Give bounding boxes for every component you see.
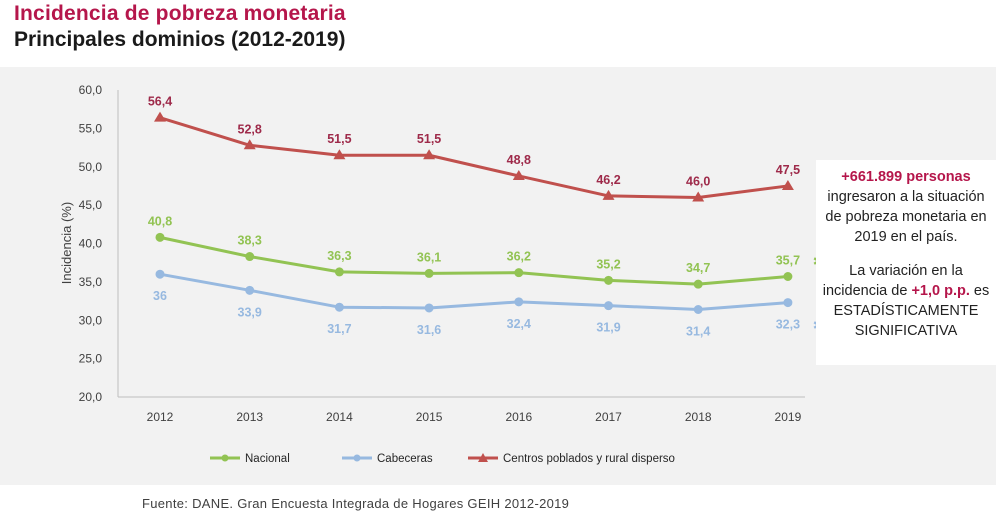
data-point-marker: [245, 285, 255, 295]
data-label: 36: [153, 289, 167, 303]
data-label: 51,5: [417, 132, 441, 146]
data-label: 48,8: [507, 153, 531, 167]
x-tick-label: 2013: [236, 410, 263, 424]
data-label: 35,2: [596, 257, 620, 271]
data-label: 36,3: [327, 249, 351, 263]
chart-subtitle: Principales dominios (2012-2019): [14, 28, 346, 51]
x-tick-label: 2015: [416, 410, 443, 424]
data-point-marker: [243, 139, 256, 150]
data-label: 56,4: [148, 95, 172, 109]
data-point-marker: [692, 191, 705, 202]
y-axis-title: Incidencia (%): [59, 202, 74, 284]
x-tick-label: 2016: [505, 410, 532, 424]
y-tick-label: 25,0: [79, 352, 103, 366]
data-point-marker: [245, 252, 255, 262]
data-label: 33,9: [238, 305, 262, 319]
data-label: 31,9: [596, 321, 620, 335]
y-tick-label: 30,0: [79, 313, 103, 327]
data-label: 36,2: [507, 250, 531, 264]
data-label: 34,7: [686, 261, 710, 275]
data-point-marker: [424, 268, 434, 278]
data-point-marker: [512, 169, 525, 180]
data-label: 52,8: [238, 122, 262, 136]
series-line-1: [159, 272, 789, 312]
data-label: 31,7: [327, 322, 351, 336]
data-point-marker: [602, 189, 615, 200]
legend-marker: [478, 453, 488, 462]
data-label: 51,5: [327, 132, 351, 146]
data-label: 38,3: [238, 234, 262, 248]
y-tick-label: 45,0: [79, 198, 103, 212]
y-tick-label: 50,0: [79, 160, 103, 174]
legend-label: Cabeceras: [377, 453, 433, 465]
note-paragraph-1: +661.899 personas ingresaron a la situac…: [822, 167, 990, 247]
note-people-text: ingresaron a la situación de pobreza mon…: [825, 189, 987, 245]
source-note: Fuente: DANE. Gran Encuesta Integrada de…: [142, 496, 570, 511]
data-point-marker: [693, 279, 703, 289]
data-point-marker: [514, 297, 524, 307]
x-tick-label: 2012: [147, 410, 174, 424]
legend-marker: [353, 454, 361, 462]
data-point-marker: [693, 305, 703, 315]
data-label: 47,5: [776, 163, 800, 177]
data-point-marker: [783, 272, 793, 282]
note-variation-text: La variación en la incidencia de: [822, 263, 963, 299]
data-label: 31,4: [686, 325, 710, 339]
data-point-marker: [154, 111, 166, 122]
legend-label: Nacional: [245, 453, 290, 465]
data-point-marker: [604, 301, 613, 311]
note-variation-highlight: +1,0 p.p.: [911, 283, 970, 299]
data-point-marker: [781, 179, 794, 190]
y-tick-label: 60,0: [79, 83, 103, 97]
data-point-marker: [334, 267, 344, 277]
data-point-marker: [155, 269, 165, 279]
data-label: 32,3: [776, 318, 800, 332]
data-point-marker: [604, 275, 613, 285]
series-line-2: [159, 116, 789, 199]
data-label: 46,0: [686, 174, 710, 188]
note-people-highlight: +661.899 personas: [841, 169, 971, 185]
series-line-0: [159, 235, 789, 286]
y-tick-label: 55,0: [79, 121, 103, 135]
data-label: 32,4: [507, 317, 531, 331]
data-point-marker: [514, 268, 524, 278]
y-tick-label: 35,0: [79, 275, 103, 289]
data-label: 36,1: [417, 250, 441, 264]
annotation-box: +661.899 personas ingresaron a la situac…: [816, 160, 996, 365]
data-label: 35,7: [776, 254, 800, 268]
legend-marker: [221, 454, 229, 462]
data-label: 46,2: [596, 173, 620, 187]
data-point-marker: [423, 149, 436, 160]
x-tick-label: 2014: [326, 410, 353, 424]
x-tick-label: 2017: [595, 410, 622, 424]
data-point-marker: [783, 298, 793, 308]
data-point-marker: [424, 303, 434, 313]
data-label: 31,6: [417, 323, 441, 337]
note-significance-text: es ESTADÍSTICAMENTE SIGNIFICATIVA: [833, 283, 990, 339]
data-point-marker: [155, 232, 165, 242]
data-point-marker: [333, 149, 346, 160]
y-tick-label: 40,0: [79, 237, 103, 251]
legend-label: Centros poblados y rural disperso: [503, 453, 675, 465]
note-paragraph-2: La variación en la incidencia de +1,0 p.…: [822, 261, 990, 341]
x-tick-label: 2018: [685, 410, 712, 424]
y-tick-label: 20,0: [79, 390, 103, 404]
chart-title: Incidencia de pobreza monetaria: [14, 2, 346, 25]
data-label: 40,8: [148, 214, 172, 228]
x-tick-label: 2019: [775, 410, 802, 424]
data-point-marker: [334, 302, 344, 312]
